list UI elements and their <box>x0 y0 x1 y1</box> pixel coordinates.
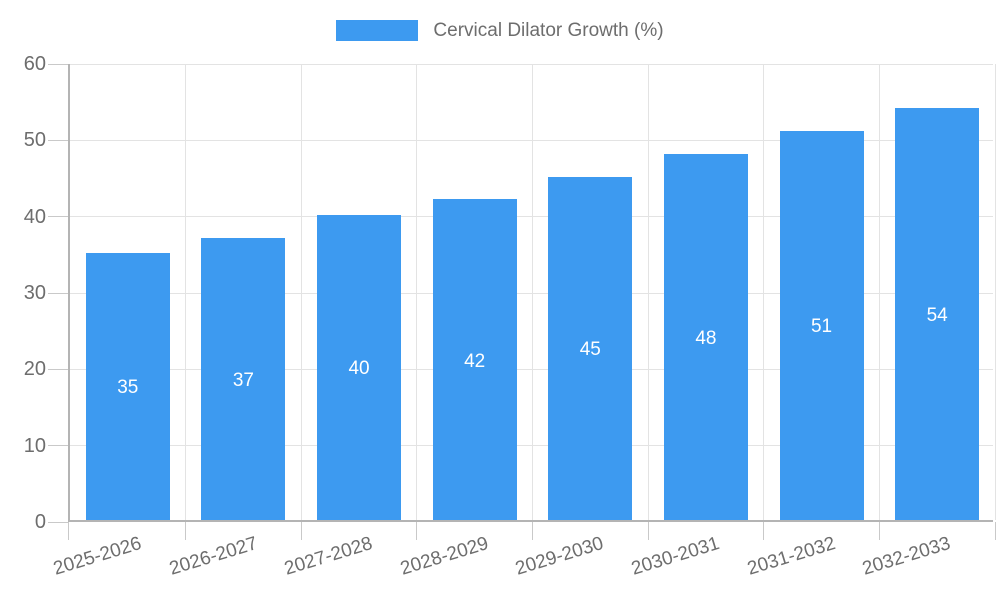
plot-area: 35 37 40 42 45 48 51 54 <box>48 63 996 540</box>
x-tick-label: 2025-2026 <box>50 533 144 580</box>
gridline-vertical <box>185 64 187 520</box>
bar-value-label: 45 <box>579 339 601 361</box>
x-tick-mark <box>532 522 533 540</box>
bar-value-label: 48 <box>695 327 717 349</box>
gridline-horizontal <box>70 445 993 447</box>
gridline-vertical <box>416 64 418 520</box>
x-tick-label: 2030-2031 <box>629 533 723 580</box>
gridline-vertical <box>763 64 765 520</box>
x-tick-label: 2026-2027 <box>166 533 260 580</box>
bar-value-label: 54 <box>926 304 948 326</box>
x-tick-label: 2031-2032 <box>744 533 838 580</box>
x-tick-mark <box>185 522 187 540</box>
x-tick-mark <box>68 522 69 540</box>
bar-value-label: 51 <box>810 316 833 338</box>
y-tick-mark <box>48 216 68 218</box>
y-tick-mark <box>48 63 68 65</box>
x-tick-mark <box>994 522 996 540</box>
y-tick-mark <box>48 292 68 294</box>
x-tick-mark <box>416 522 418 540</box>
bar <box>85 252 170 520</box>
x-tick-mark <box>300 522 302 540</box>
gridline-horizontal <box>70 63 993 65</box>
bar-value-label: 42 <box>464 350 486 372</box>
x-tick-mark <box>763 522 765 540</box>
legend: Cervical Dilator Growth (%) <box>0 20 1000 41</box>
x-tick-label: 2028-2029 <box>397 533 491 580</box>
x-tick-label: 2029-2030 <box>513 533 607 580</box>
bar-value-label: 37 <box>232 369 254 391</box>
x-tick-mark <box>878 522 880 540</box>
legend-label: Cervical Dilator Growth (%) <box>433 20 664 41</box>
y-tick-mark <box>48 139 68 141</box>
y-tick-label: 60 <box>23 53 46 75</box>
y-axis-labels: 0 10 20 30 40 50 60 <box>0 53 46 533</box>
gridline-vertical <box>647 64 649 520</box>
bar <box>663 153 748 520</box>
x-tick-label: 2027-2028 <box>282 533 376 580</box>
y-tick-label: 50 <box>23 129 46 152</box>
gridline-vertical <box>994 64 996 520</box>
y-tick-label: 40 <box>23 205 46 228</box>
gridline-vertical <box>532 64 533 520</box>
y-tick-label: 30 <box>23 282 46 304</box>
gridline-vertical <box>300 64 302 520</box>
bar <box>201 237 286 520</box>
gridline-horizontal <box>70 139 993 141</box>
y-tick-label: 20 <box>23 358 46 381</box>
bar <box>895 107 980 520</box>
y-tick-label: 0 <box>34 511 46 533</box>
bar-value-label: 35 <box>117 377 139 399</box>
bar <box>548 176 633 520</box>
x-tick-label: 2032-2033 <box>860 533 954 580</box>
gridline-vertical <box>878 64 880 520</box>
y-tick-mark <box>48 368 68 370</box>
bar-value-label: 40 <box>348 358 370 380</box>
gridline-horizontal <box>70 292 993 294</box>
bar <box>779 130 864 520</box>
bar <box>317 214 402 520</box>
x-tick-mark <box>647 522 649 540</box>
legend-item[interactable]: Cervical Dilator Growth (%) <box>336 20 664 41</box>
gridline-horizontal <box>70 216 993 218</box>
legend-swatch <box>336 20 419 41</box>
gridline-horizontal <box>70 368 993 370</box>
y-tick-mark <box>48 445 68 447</box>
y-tick-label: 10 <box>23 434 46 457</box>
bar <box>432 199 517 520</box>
y-tick-mark <box>48 521 68 523</box>
